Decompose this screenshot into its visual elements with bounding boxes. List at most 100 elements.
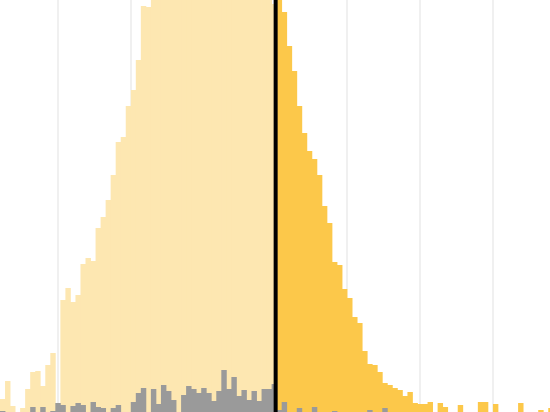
histogram-bar-s1-95 (477, 402, 484, 412)
histogram-bar-s1-79 (397, 390, 403, 412)
histogram-bar-s1-62 (311, 159, 318, 412)
histogram-bar-s2-39 (196, 393, 202, 412)
histogram-bar-s0-10 (50, 353, 56, 412)
histogram-bar-s2-46 (231, 377, 237, 412)
histogram-bar-s2-44 (221, 370, 227, 412)
histogram-bar-s2-34 (171, 400, 177, 412)
histogram-bar-s0-40 (201, 0, 207, 412)
histogram-bar-s0-16 (80, 264, 86, 412)
histogram-bar-s0-45 (226, 0, 232, 412)
histogram-bar-s1-66 (331, 262, 338, 412)
histogram-bar-s2-50 (251, 391, 257, 412)
histogram-bar-s2-15 (75, 403, 81, 412)
histogram-bar-s0-5 (25, 389, 31, 412)
histogram-bar-s2-31 (155, 404, 162, 412)
histogram-bar-s1-77 (387, 385, 393, 412)
histogram-bar-s2-11 (55, 403, 61, 412)
histogram-bar-s0-29 (145, 7, 152, 412)
histogram-bar-s1-57 (286, 46, 293, 412)
histogram-bar-s2-6 (30, 407, 36, 412)
histogram-bar-s0-13 (65, 288, 71, 412)
histogram-bar-s1-73 (367, 364, 373, 412)
histogram-bar-s1-71 (357, 323, 363, 412)
histogram-bar-s2-48 (241, 390, 247, 412)
histogram-bar-s2-12 (60, 405, 66, 412)
histogram-bar-s2-14 (70, 406, 76, 412)
histogram-bar-s0-22 (110, 175, 117, 412)
histogram-bar-s2-73 (367, 410, 373, 412)
histogram-bar-s0-9 (45, 365, 51, 412)
histogram-bar-s0-37 (186, 0, 192, 412)
histogram-bar-s0-4 (20, 408, 26, 412)
histogram-bar-s2-28 (140, 388, 147, 412)
histogram-bar-s2-42 (211, 401, 217, 412)
histogram-bar-s2-27 (135, 393, 142, 412)
histogram-bar-s0-34 (171, 0, 177, 412)
histogram-bar-s1-82 (412, 403, 418, 412)
histogram-bar-s1-83 (417, 404, 423, 412)
histogram-bar-s1-88 (442, 407, 449, 412)
histogram-bar-s2-76 (382, 408, 388, 412)
histogram-bar-s1-87 (437, 403, 444, 412)
histogram-bar-s2-51 (256, 401, 262, 412)
histogram-bar-s0-49 (246, 0, 252, 412)
histogram-bar-s0-1 (5, 381, 11, 412)
histogram-bar-s0-19 (95, 228, 101, 412)
histogram-bar-s0-50 (251, 0, 257, 412)
histogram-bar-s0-15 (75, 295, 81, 412)
histogram-bar-s0-48 (241, 0, 247, 412)
histogram-bar-s1-65 (326, 223, 333, 412)
histogram-bar-s2-30 (150, 389, 157, 412)
histogram-bar-s1-75 (377, 372, 383, 412)
histogram-bar-s0-25 (125, 106, 132, 412)
histogram-bar-s1-96 (482, 402, 489, 412)
histogram-bar-s0-8 (40, 386, 46, 412)
histogram-bar-s2-40 (201, 388, 207, 412)
histogram-bar-s1-58 (291, 71, 298, 412)
histogram-bar-s0-20 (100, 217, 107, 412)
histogram-bar-s1-76 (382, 383, 388, 412)
histogram-bar-s1-74 (372, 365, 378, 412)
histogram-bar-s2-8 (40, 407, 46, 412)
histogram-bar-s2-36 (181, 395, 187, 412)
histogram-bar-s0-7 (35, 371, 41, 412)
histogram-bar-s1-98 (492, 404, 499, 412)
histogram-bar-s1-81 (407, 392, 413, 412)
histogram-bar-s0-24 (120, 137, 127, 412)
histogram-bar-s1-68 (342, 289, 348, 412)
histogram-bar-s2-32 (160, 385, 167, 412)
histogram-bar-s1-85 (427, 402, 433, 412)
histogram-bar-s1-60 (301, 133, 308, 412)
histogram-bar-s1-69 (347, 298, 353, 412)
histogram-bar-s1-107 (538, 410, 544, 412)
histogram-bar-s0-33 (165, 0, 172, 412)
histogram-bar-s0-23 (115, 142, 122, 412)
histogram-bar-s0-44 (221, 0, 227, 412)
histogram-bar-s0-0 (0, 399, 6, 412)
histogram-bar-s1-63 (316, 175, 323, 412)
histogram-bar-s0-28 (140, 6, 147, 412)
histogram-bar-s0-32 (160, 0, 167, 412)
histogram-bar-s0-21 (105, 200, 112, 412)
histogram-bar-s2-52 (261, 389, 267, 412)
histogram-bar-s1-56 (281, 12, 288, 412)
histogram-bar-s1-91 (457, 405, 464, 412)
histogram-bar-s0-18 (90, 261, 96, 412)
histogram-bar-s2-16 (80, 405, 86, 412)
histogram-bar-s0-12 (60, 300, 66, 412)
histogram-bar-s0-6 (30, 372, 36, 412)
histogram-bar-s1-59 (296, 106, 303, 412)
histogram-bar-s2-26 (130, 402, 137, 412)
histogram-bar-s0-42 (211, 0, 217, 412)
histogram-bar-s2-22 (110, 408, 117, 412)
histogram-bar-s0-30 (150, 0, 157, 412)
histogram-bar-s0-46 (231, 0, 237, 412)
histogram-bar-s0-35 (176, 0, 182, 412)
histogram-bar-s0-52 (261, 0, 267, 412)
histogram-bar-s0-27 (135, 60, 142, 412)
histogram-bar-s2-37 (186, 386, 192, 412)
histogram-bar-s2-49 (246, 400, 252, 412)
histogram-bar-s0-41 (206, 0, 212, 412)
histogram-bar-s1-61 (306, 151, 313, 412)
histogram-bar-s0-17 (85, 258, 91, 412)
